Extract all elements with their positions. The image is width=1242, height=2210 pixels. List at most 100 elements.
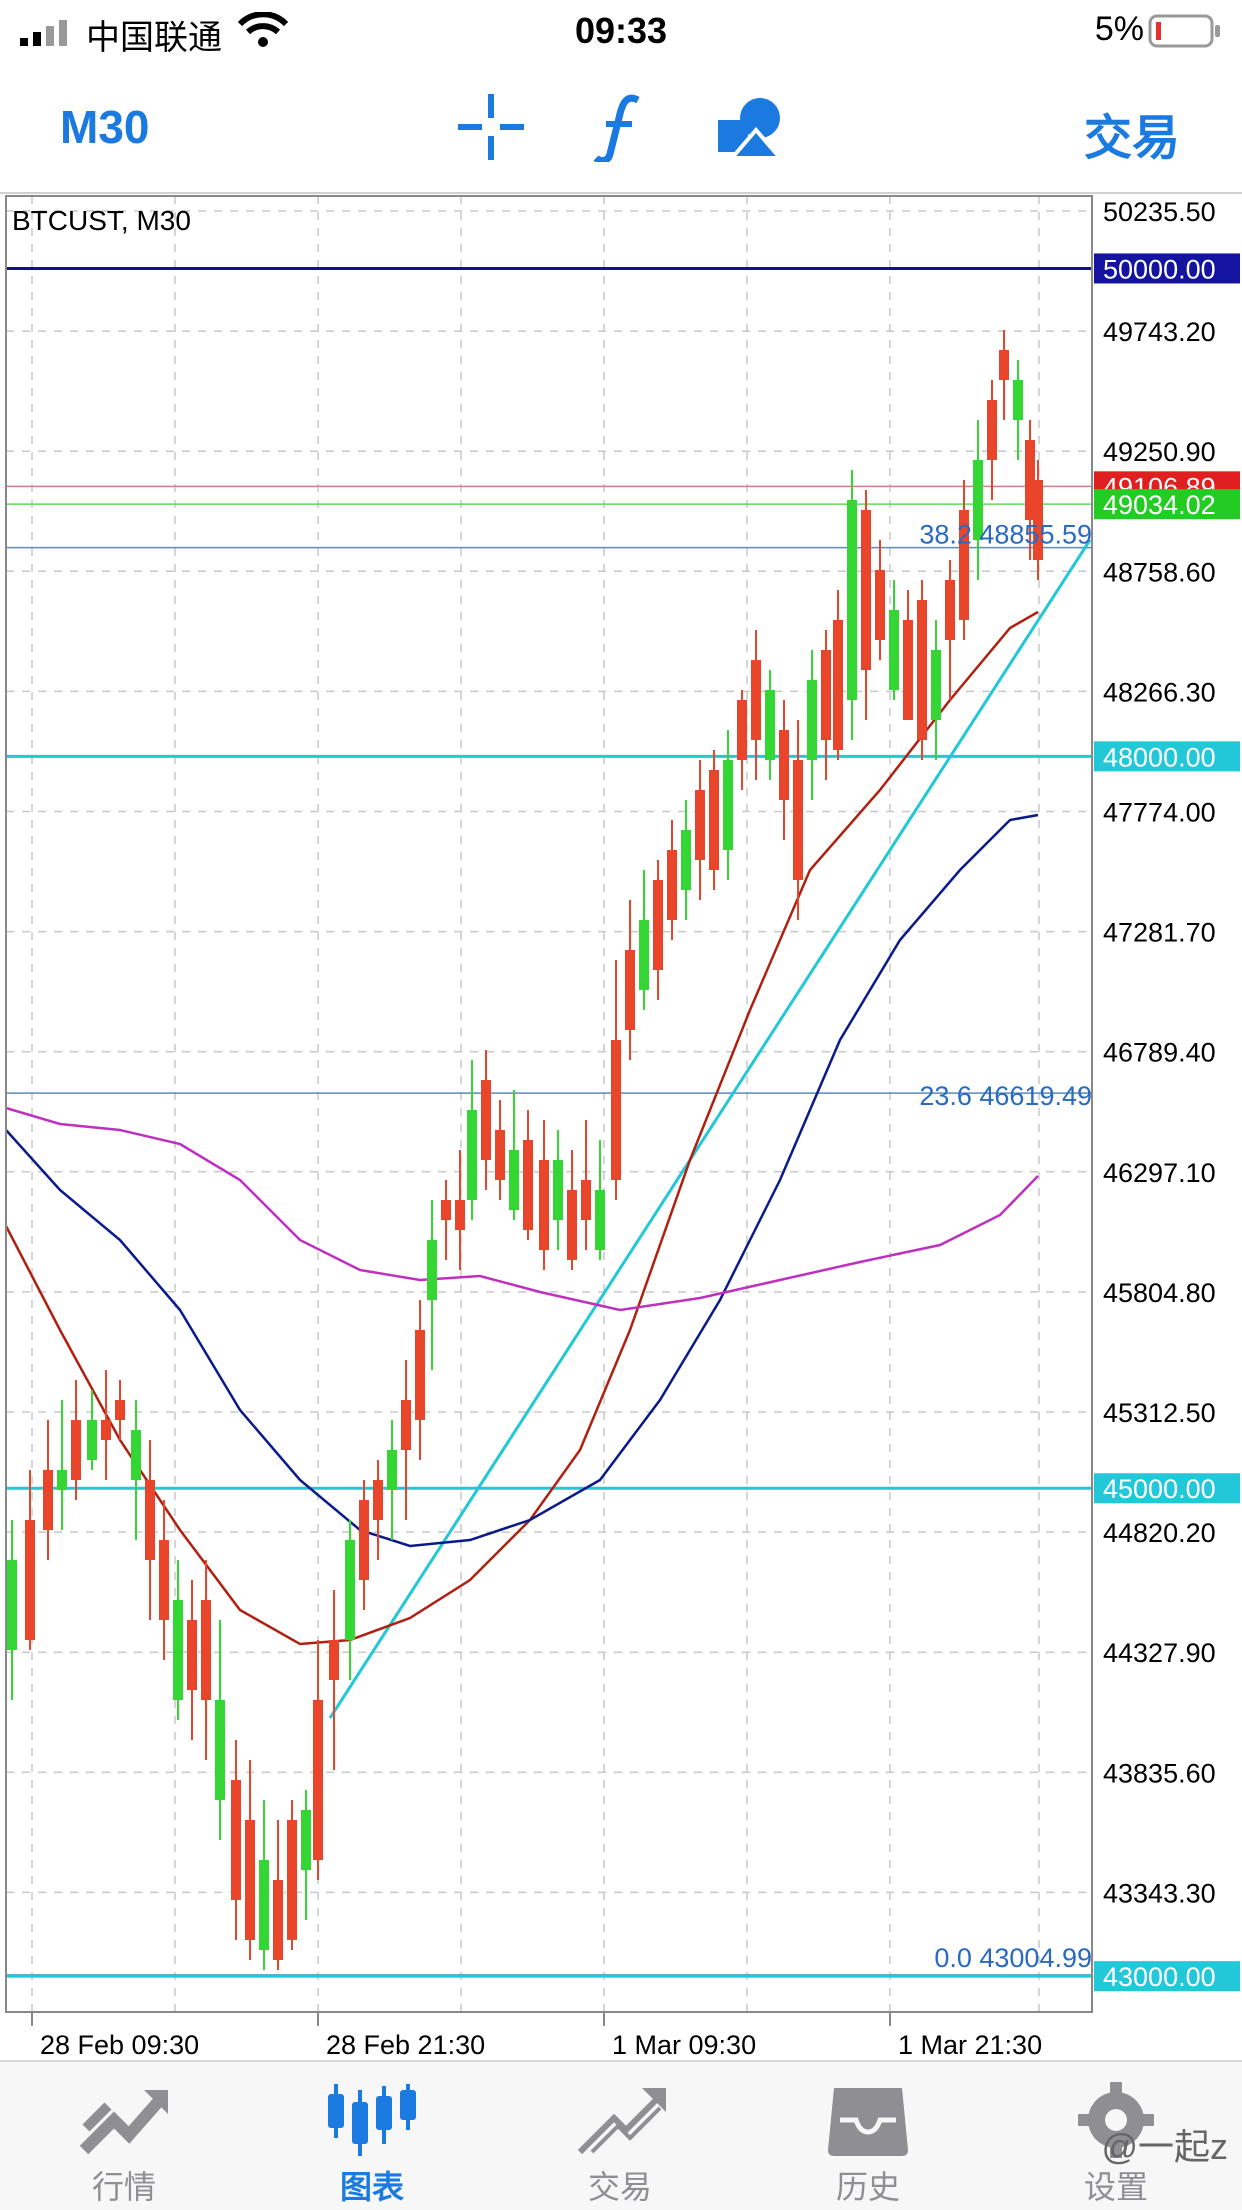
quotes-icon (79, 2090, 168, 2155)
candle-body (509, 1150, 519, 1210)
price-tag-label: 49034.02 (1103, 490, 1216, 520)
candle-body (945, 580, 955, 640)
price-tag-label: 45000.00 (1103, 1474, 1216, 1504)
tab-label: 历史 (835, 2169, 900, 2205)
clock: 09:33 (574, 10, 668, 51)
price-tick-label: 43835.60 (1103, 1758, 1216, 1788)
candle-body (71, 1420, 81, 1480)
candle-body (481, 1080, 491, 1160)
trendline (328, 539, 1092, 1719)
candle-body (467, 1110, 477, 1200)
candle-body (875, 570, 885, 640)
candle-body (917, 600, 927, 740)
candle-body (847, 500, 857, 700)
candle-body (159, 1540, 169, 1620)
tab-history[interactable]: 历史 (744, 2062, 992, 2210)
candle-body (215, 1700, 225, 1800)
symbol-label: BTCUST, M30 (12, 205, 191, 236)
signal-icon (20, 20, 67, 46)
candle-body (737, 700, 747, 760)
chart-axes: 50235.50 49743.20 49250.90 48758.60 48266.30… (5, 195, 1240, 2060)
carrier-label: 中国联通 (86, 19, 222, 57)
timeframe-button[interactable]: M30 (60, 101, 150, 153)
tab-chart[interactable]: 图表 (248, 2062, 496, 2210)
fibo-label: 23.6 46619.49 (919, 1081, 1092, 1111)
price-chart[interactable]: 50235.50 49743.20 49250.90 48758.60 48266.30… (0, 194, 1242, 2060)
price-tick-label: 48266.30 (1103, 677, 1216, 707)
trade-button[interactable]: 交易 (1083, 112, 1180, 165)
candle-body (43, 1470, 53, 1530)
price-tick-label: 47281.70 (1103, 918, 1216, 948)
candle-body (779, 730, 789, 800)
moving-averages (4, 610, 1039, 1646)
trade-icon (577, 2088, 666, 2155)
candle-body (765, 690, 775, 760)
price-tag (1094, 1961, 1240, 1992)
battery-icon (1148, 14, 1220, 48)
candle-body (259, 1860, 269, 1950)
time-tick-label: 28 Feb 09:30 (40, 2030, 199, 2060)
price-tick-label: 45312.50 (1103, 1398, 1216, 1428)
candle-body (1013, 380, 1023, 420)
candle-body (455, 1200, 465, 1230)
status-bar: 中国联通 09:33 5% (0, 0, 1242, 62)
fibo-label: 0.0 43004.99 (934, 1943, 1092, 1973)
price-tick-label: 47774.00 (1103, 798, 1216, 828)
candle-body (539, 1160, 549, 1250)
candle-body (611, 1040, 621, 1180)
candle-body (495, 1130, 505, 1180)
tab-label: 交易 (587, 2169, 652, 2205)
chart-frame (5, 195, 1093, 2013)
watermark: @一起z (1101, 2126, 1228, 2167)
candle-body (595, 1190, 605, 1250)
tab-quotes[interactable]: 行情 (0, 2062, 248, 2210)
candle-body (833, 620, 843, 750)
candlesticks (7, 330, 1043, 1970)
candle-body (903, 620, 913, 720)
candle-body (245, 1820, 255, 1940)
candle-body (373, 1480, 383, 1520)
candle-body (313, 1700, 323, 1860)
candle-body (1025, 440, 1035, 520)
price-tick-label: 46789.40 (1103, 1038, 1216, 1068)
price-tag (1094, 741, 1240, 772)
tab-label: 设置 (1083, 2169, 1148, 2205)
candle-body (751, 660, 761, 740)
horizontal-lines (6, 266, 1092, 1978)
candle-body (415, 1330, 425, 1420)
price-tag (1094, 1473, 1240, 1504)
candle-body (821, 650, 831, 740)
candle-body (345, 1540, 355, 1640)
candle-body (625, 950, 635, 1030)
candle-body (7, 1560, 17, 1650)
shapes-icon[interactable] (716, 92, 786, 162)
tab-label: 行情 (91, 2169, 156, 2205)
fibo-label: 38.2 48855.59 (919, 520, 1092, 550)
price-tag (1094, 489, 1240, 520)
candle-body (861, 510, 871, 670)
price-tick-label: 49250.90 (1103, 437, 1216, 467)
candle-body (639, 920, 649, 990)
candle-body (231, 1780, 241, 1900)
candle-body (187, 1620, 197, 1690)
candle-body (145, 1480, 155, 1560)
candle-body (131, 1430, 141, 1480)
candle-body (201, 1600, 211, 1700)
candle-body (387, 1450, 397, 1490)
time-tick-label: 1 Mar 09:30 (612, 2030, 756, 2060)
tab-trade[interactable]: 交易 (496, 2062, 744, 2210)
candle-body (359, 1500, 369, 1580)
tab-settings[interactable]: 设置 (992, 2062, 1240, 2210)
candle-body (793, 760, 803, 880)
candle-body (329, 1640, 339, 1680)
price-tick-label: 48758.60 (1103, 557, 1216, 587)
crosshair-icon[interactable] (456, 92, 526, 162)
candle-body (695, 790, 705, 860)
time-tick-label: 28 Feb 21:30 (326, 2030, 485, 2060)
price-tag-label: 48000.00 (1103, 742, 1216, 772)
function-icon[interactable] (586, 92, 656, 162)
battery-percent: 5% (1094, 10, 1144, 48)
candle-body (87, 1420, 97, 1460)
candle-body (115, 1400, 125, 1420)
candle-body (667, 850, 677, 920)
